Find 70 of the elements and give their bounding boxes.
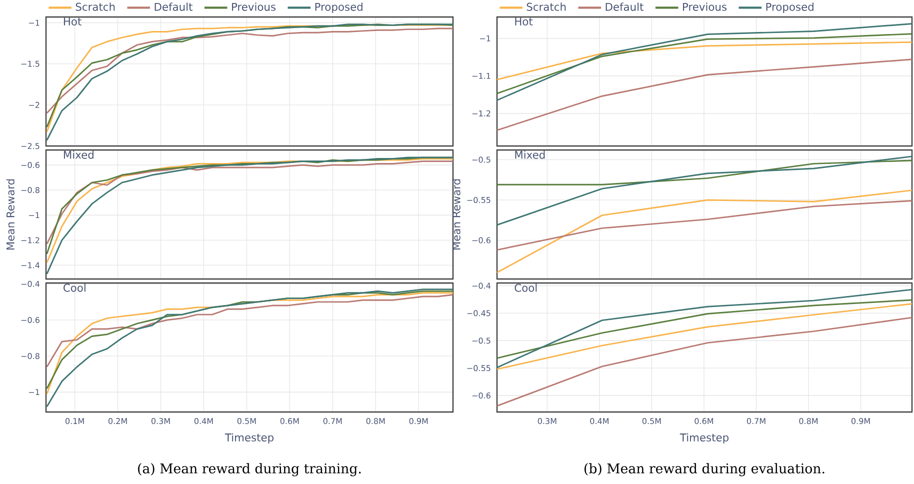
legend-label: Previous	[683, 2, 727, 11]
chart-title: Cool	[514, 284, 537, 292]
line-series	[496, 316, 913, 407]
y-tick-label: −1.5	[21, 60, 40, 67]
x-tick-label: 0.4M	[194, 418, 213, 424]
x-tick-label: 0.5M	[237, 418, 256, 424]
y-tick-label: −1	[480, 35, 490, 42]
y-tick-label: −2.5	[21, 142, 40, 150]
line-series	[46, 28, 454, 114]
y-tick-label: −1	[29, 20, 40, 26]
line-series	[496, 41, 913, 80]
legend-label: Scratch	[76, 2, 115, 11]
y-tick-label: −1	[29, 389, 40, 396]
y-tick-label: −0.5	[472, 156, 490, 163]
x-tick-label: 0.4M	[590, 418, 608, 424]
chart-title: Hot	[64, 18, 82, 26]
x-tick-label: 0.1M	[66, 418, 84, 424]
y-tick-label: −0.8	[21, 353, 40, 360]
line-series	[496, 299, 913, 359]
x-tick-label: 0.2M	[108, 418, 127, 424]
y-tick-label: −0.4	[472, 282, 491, 289]
x-tick-label: 0.7M	[323, 418, 342, 424]
y-axis-title: Mean Reward	[452, 179, 460, 250]
y-tick-label: −1	[29, 212, 40, 218]
y-tick-label: −1.2	[21, 237, 40, 244]
legend-label: Default	[606, 2, 644, 11]
x-tick-label: 0.3M	[538, 418, 556, 424]
y-tick-label: −1.1	[472, 72, 490, 79]
x-tick-label: 0.6M	[280, 418, 299, 424]
y-tick-label: −0.55	[467, 196, 490, 203]
y-tick-label: −0.5	[472, 338, 490, 344]
legend-label: Previous	[232, 2, 276, 11]
chart-title: Mixed	[64, 150, 94, 159]
y-tick-label: −0.4	[21, 280, 40, 287]
x-tick-label: 0.9M	[851, 418, 870, 424]
line-series	[496, 160, 913, 186]
text: (a) Mean reward during training.	[138, 463, 361, 476]
x-tick-label: 0.8M	[366, 418, 385, 424]
y-axis-title: Mean Reward	[6, 179, 14, 250]
line-series	[496, 200, 913, 251]
x-axis-title: Timestep	[680, 433, 729, 444]
y-tick-label: −0.6	[21, 162, 40, 168]
line-series	[496, 58, 913, 131]
x-tick-label: 0.5M	[642, 418, 661, 424]
chart-title: Mixed	[515, 150, 545, 159]
x-tick-label: 0.7M	[746, 418, 766, 424]
y-tick-label: −0.6	[472, 392, 490, 399]
legend-label: Proposed	[315, 2, 362, 13]
y-tick-label: −0.8	[21, 187, 40, 194]
chart-title: Cool	[64, 284, 86, 292]
text: (b) Mean reward during evaluation.	[584, 463, 824, 476]
y-tick-label: −1.4	[21, 262, 40, 268]
x-tick-label: 0.8M	[799, 418, 818, 424]
y-tick-label: −0.45	[467, 310, 490, 316]
line-series	[496, 303, 913, 370]
legend-label: Default	[154, 2, 192, 11]
y-tick-label: −2	[29, 102, 40, 108]
line-series	[496, 33, 913, 94]
y-tick-label: −0.6	[21, 316, 40, 323]
x-tick-label: 0.6M	[694, 418, 714, 424]
x-axis-title: Timestep	[224, 433, 274, 444]
legend-label: Proposed	[766, 2, 814, 13]
y-tick-label: −0.55	[467, 365, 490, 372]
y-tick-label: −0.6	[472, 237, 490, 244]
y-tick-label: −1.2	[472, 110, 490, 116]
chart-title: Hot	[515, 18, 533, 26]
legend-label: Scratch	[526, 2, 566, 11]
line-series	[496, 190, 913, 274]
x-tick-label: 0.9M	[409, 418, 428, 424]
x-tick-label: 0.3M	[151, 418, 170, 424]
